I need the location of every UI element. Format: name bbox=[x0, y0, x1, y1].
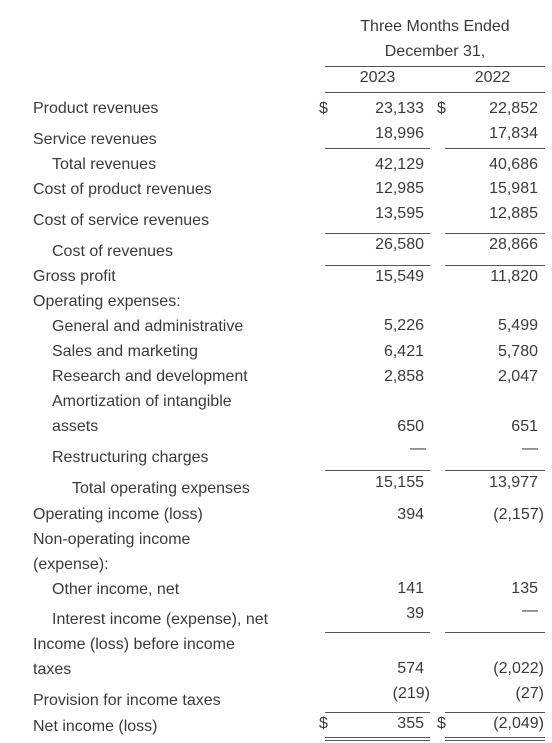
cell-value: 2,047 bbox=[497, 368, 538, 385]
row-label: assets bbox=[52, 418, 99, 435]
cell-value: 2,858 bbox=[383, 368, 424, 385]
row-label: General and administrative bbox=[52, 318, 244, 335]
row-label: Provision for income taxes bbox=[33, 692, 221, 709]
header-title: Three Months Ended bbox=[360, 18, 510, 35]
row-label: Amortization of intangible bbox=[52, 393, 232, 410]
cell-value: 135 bbox=[511, 580, 538, 597]
column-header: 2023 bbox=[359, 69, 396, 86]
cell-value: 355 bbox=[397, 715, 424, 732]
row-label: Income (loss) before income bbox=[33, 636, 235, 653]
row-label: Research and development bbox=[52, 368, 248, 385]
rule bbox=[325, 740, 430, 741]
cell-value: — bbox=[522, 440, 538, 457]
rule bbox=[445, 712, 545, 713]
cell-value: 141 bbox=[397, 580, 424, 597]
cell-value: 5,780 bbox=[497, 343, 538, 360]
cell-value: 40,686 bbox=[489, 156, 538, 173]
row-label: Non-operating income bbox=[33, 531, 191, 548]
rule bbox=[445, 233, 545, 234]
cell-value: 15,981 bbox=[489, 180, 538, 197]
row-label: Other income, net bbox=[52, 581, 180, 598]
row-label: Cost of service revenues bbox=[33, 212, 210, 229]
row-label: (expense): bbox=[33, 556, 109, 573]
cell-value: 6,421 bbox=[383, 343, 424, 360]
rule bbox=[325, 233, 430, 234]
row-label: Operating income (loss) bbox=[33, 506, 203, 523]
rule bbox=[445, 148, 545, 149]
cell-value: 12,985 bbox=[375, 180, 424, 197]
cell-value: 651 bbox=[511, 418, 538, 435]
cell-value: (2,022) bbox=[493, 660, 544, 677]
column-header: 2022 bbox=[474, 69, 511, 86]
row-label: Total operating expenses bbox=[72, 480, 250, 497]
rule bbox=[445, 740, 545, 741]
row-label: Cost of product revenues bbox=[33, 181, 212, 198]
cell-value: 12,885 bbox=[489, 205, 538, 222]
row-label: Cost of revenues bbox=[52, 243, 173, 260]
header-title: December 31, bbox=[384, 43, 486, 60]
cell-value: 17,834 bbox=[489, 125, 538, 142]
row-label: Total revenues bbox=[52, 156, 157, 173]
cell-value: 13,595 bbox=[375, 205, 424, 222]
cell-value: 13,977 bbox=[489, 474, 538, 491]
rule bbox=[445, 737, 545, 738]
cell-value: 15,549 bbox=[375, 268, 424, 285]
cell-value: (2,157) bbox=[493, 506, 544, 523]
cell-value: (27) bbox=[515, 685, 544, 702]
cell-value: 28,866 bbox=[489, 236, 538, 253]
cell-value: 11,820 bbox=[490, 268, 538, 285]
row-label: Sales and marketing bbox=[52, 343, 198, 360]
cell-value: 26,580 bbox=[375, 236, 424, 253]
row-label: Operating expenses: bbox=[33, 293, 181, 310]
row-label: Product revenues bbox=[33, 100, 159, 117]
cell-value: 22,852 bbox=[489, 100, 538, 117]
row-label: taxes bbox=[33, 661, 72, 678]
rule bbox=[325, 92, 545, 93]
row-label: Net income (loss) bbox=[33, 718, 158, 735]
cell-value: 39 bbox=[406, 605, 424, 622]
currency-symbol: $ bbox=[319, 715, 328, 732]
cell-value: — bbox=[410, 440, 426, 457]
rule bbox=[325, 66, 545, 67]
cell-value: 394 bbox=[397, 506, 424, 523]
currency-symbol: $ bbox=[437, 715, 446, 732]
rule bbox=[325, 265, 430, 266]
cell-value: — bbox=[522, 602, 538, 619]
currency-symbol: $ bbox=[437, 100, 446, 117]
rule bbox=[325, 712, 430, 713]
cell-value: 15,155 bbox=[375, 474, 424, 491]
cell-value: 18,996 bbox=[375, 125, 424, 142]
rule bbox=[325, 148, 430, 149]
row-label: Service revenues bbox=[33, 131, 157, 148]
rule bbox=[325, 470, 430, 471]
cell-value: 5,226 bbox=[383, 317, 424, 334]
cell-value: 23,133 bbox=[375, 100, 424, 117]
cell-value: 650 bbox=[397, 418, 424, 435]
cell-value: (219) bbox=[392, 685, 430, 702]
rule bbox=[325, 737, 430, 738]
rule bbox=[445, 470, 545, 471]
cell-value: (2,049) bbox=[493, 715, 544, 732]
rule bbox=[325, 632, 430, 633]
currency-symbol: $ bbox=[319, 100, 328, 117]
row-label: Restructuring charges bbox=[52, 449, 209, 466]
cell-value: 574 bbox=[397, 660, 424, 677]
row-label: Interest income (expense), net bbox=[52, 611, 269, 628]
rule bbox=[445, 632, 545, 633]
row-label: Gross profit bbox=[33, 268, 116, 285]
cell-value: 5,499 bbox=[497, 317, 538, 334]
rule bbox=[445, 265, 545, 266]
cell-value: 42,129 bbox=[375, 156, 424, 173]
